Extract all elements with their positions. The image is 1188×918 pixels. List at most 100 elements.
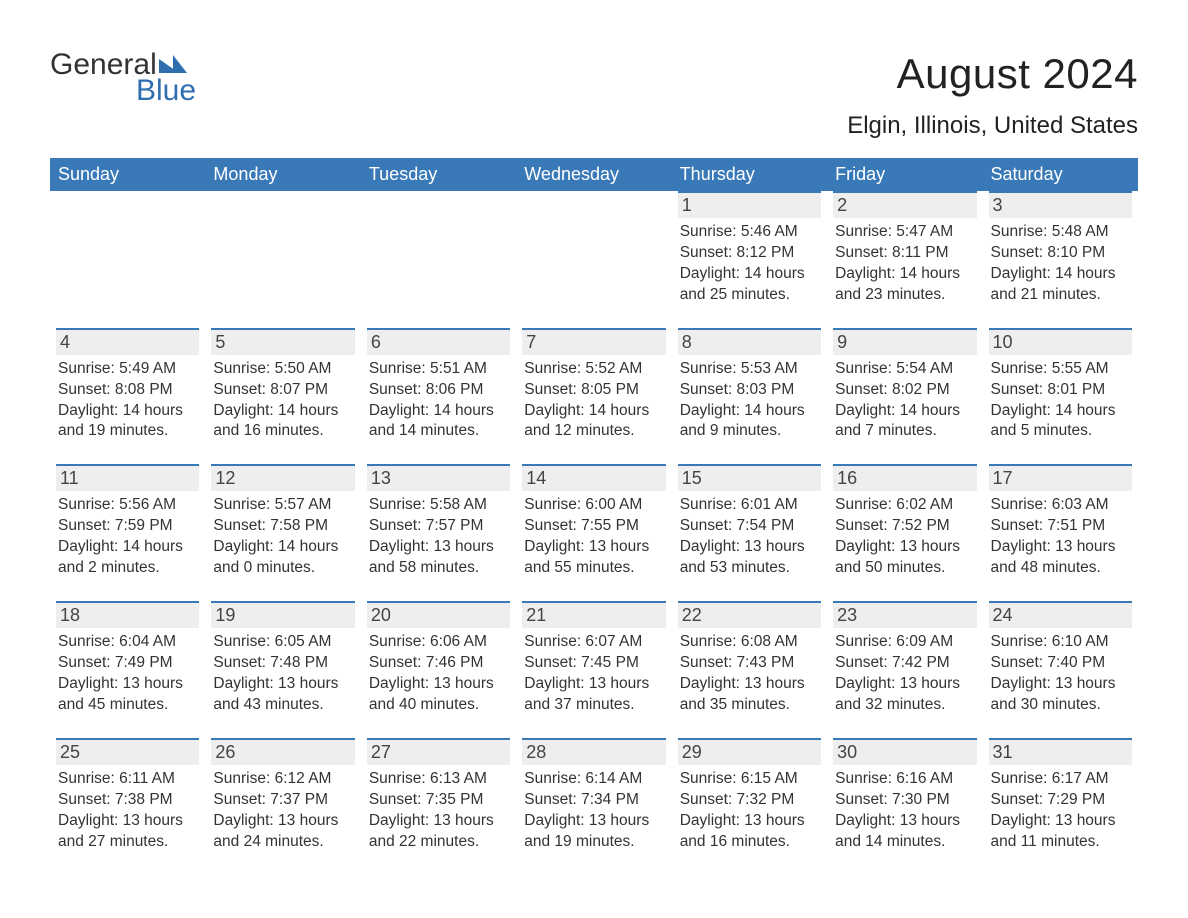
day-of-week-header: Thursday bbox=[672, 158, 827, 191]
calendar-cell: 13Sunrise: 5:58 AMSunset: 7:57 PMDayligh… bbox=[361, 464, 516, 601]
day-of-week-header: Wednesday bbox=[516, 158, 671, 191]
calendar-cell: 24Sunrise: 6:10 AMSunset: 7:40 PMDayligh… bbox=[983, 601, 1138, 738]
day-number: 8 bbox=[678, 328, 821, 355]
day-number: 21 bbox=[522, 601, 665, 628]
calendar-cell: 9Sunrise: 5:54 AMSunset: 8:02 PMDaylight… bbox=[827, 328, 982, 465]
calendar-cell: 17Sunrise: 6:03 AMSunset: 7:51 PMDayligh… bbox=[983, 464, 1138, 601]
sunrise-text: Sunrise: 5:46 AM bbox=[680, 222, 819, 243]
calendar-cell: 4Sunrise: 5:49 AMSunset: 8:08 PMDaylight… bbox=[50, 328, 205, 465]
day-number bbox=[367, 191, 510, 216]
sunrise-text: Sunrise: 6:03 AM bbox=[991, 495, 1130, 516]
day-number: 26 bbox=[211, 738, 354, 765]
calendar-cell: 16Sunrise: 6:02 AMSunset: 7:52 PMDayligh… bbox=[827, 464, 982, 601]
daylight-text: Daylight: 14 hours and 16 minutes. bbox=[213, 401, 352, 443]
day-detail: Sunrise: 5:46 AMSunset: 8:12 PMDaylight:… bbox=[678, 222, 821, 306]
day-detail: Sunrise: 6:00 AMSunset: 7:55 PMDaylight:… bbox=[522, 495, 665, 579]
calendar-cell: 7Sunrise: 5:52 AMSunset: 8:05 PMDaylight… bbox=[516, 328, 671, 465]
day-number bbox=[56, 191, 199, 216]
day-number: 16 bbox=[833, 464, 976, 491]
daylight-text: Daylight: 13 hours and 37 minutes. bbox=[524, 674, 663, 716]
day-detail: Sunrise: 6:16 AMSunset: 7:30 PMDaylight:… bbox=[833, 769, 976, 853]
sunrise-text: Sunrise: 6:06 AM bbox=[369, 632, 508, 653]
sunset-text: Sunset: 7:58 PM bbox=[213, 516, 352, 537]
sunrise-text: Sunrise: 6:16 AM bbox=[835, 769, 974, 790]
day-number: 20 bbox=[367, 601, 510, 628]
day-detail: Sunrise: 6:06 AMSunset: 7:46 PMDaylight:… bbox=[367, 632, 510, 716]
sunset-text: Sunset: 7:37 PM bbox=[213, 790, 352, 811]
daylight-text: Daylight: 14 hours and 2 minutes. bbox=[58, 537, 197, 579]
sunrise-text: Sunrise: 6:09 AM bbox=[835, 632, 974, 653]
sunrise-text: Sunrise: 5:51 AM bbox=[369, 359, 508, 380]
daylight-text: Daylight: 13 hours and 16 minutes. bbox=[680, 811, 819, 853]
day-number: 14 bbox=[522, 464, 665, 491]
calendar-cell: 20 Sunrise: 6:06 AMSunset: 7:46 PMDayligh… bbox=[361, 601, 516, 738]
day-of-week-row: SundayMondayTuesdayWednesdayThursdayFrid… bbox=[50, 158, 1138, 191]
sunset-text: Sunset: 7:43 PM bbox=[680, 653, 819, 674]
calendar-cell: 30 Sunrise: 6:16 AMSunset: 7:30 PMDayligh… bbox=[827, 738, 982, 875]
daylight-text: Daylight: 13 hours and 30 minutes. bbox=[991, 674, 1130, 716]
sunset-text: Sunset: 8:07 PM bbox=[213, 380, 352, 401]
calendar-week-row: 25Sunrise: 6:11 AMSunset: 7:38 PMDayligh… bbox=[50, 738, 1138, 875]
day-number: 30 bbox=[833, 738, 976, 765]
sunset-text: Sunset: 8:05 PM bbox=[524, 380, 663, 401]
day-detail: Sunrise: 5:53 AMSunset: 8:03 PMDaylight:… bbox=[678, 359, 821, 443]
calendar-cell: 23Sunrise: 6:09 AMSunset: 7:42 PMDayligh… bbox=[827, 601, 982, 738]
calendar-cell: 15Sunrise: 6:01 AMSunset: 7:54 PMDayligh… bbox=[672, 464, 827, 601]
sunset-text: Sunset: 7:51 PM bbox=[991, 516, 1130, 537]
day-detail: Sunrise: 5:55 AMSunset: 8:01 PMDaylight:… bbox=[989, 359, 1132, 443]
calendar-week-row: 1 Sunrise: 5:46 AMSunset: 8:12 PMDaylight… bbox=[50, 191, 1138, 328]
daylight-text: Daylight: 14 hours and 9 minutes. bbox=[680, 401, 819, 443]
sunrise-text: Sunrise: 6:07 AM bbox=[524, 632, 663, 653]
sunrise-text: Sunrise: 6:11 AM bbox=[58, 769, 197, 790]
sunrise-text: Sunrise: 5:52 AM bbox=[524, 359, 663, 380]
sunset-text: Sunset: 7:29 PM bbox=[991, 790, 1130, 811]
sunrise-text: Sunrise: 6:14 AM bbox=[524, 769, 663, 790]
day-number: 1 bbox=[678, 191, 821, 218]
calendar-week-row: 18Sunrise: 6:04 AMSunset: 7:49 PMDayligh… bbox=[50, 601, 1138, 738]
day-detail: Sunrise: 5:57 AMSunset: 7:58 PMDaylight:… bbox=[211, 495, 354, 579]
day-number: 12 bbox=[211, 464, 354, 491]
sunrise-text: Sunrise: 5:56 AM bbox=[58, 495, 197, 516]
day-detail: Sunrise: 6:04 AMSunset: 7:49 PMDaylight:… bbox=[56, 632, 199, 716]
sunset-text: Sunset: 7:40 PM bbox=[991, 653, 1130, 674]
sunset-text: Sunset: 7:46 PM bbox=[369, 653, 508, 674]
sunset-text: Sunset: 7:57 PM bbox=[369, 516, 508, 537]
daylight-text: Daylight: 13 hours and 11 minutes. bbox=[991, 811, 1130, 853]
sunrise-text: Sunrise: 5:58 AM bbox=[369, 495, 508, 516]
daylight-text: Daylight: 13 hours and 19 minutes. bbox=[524, 811, 663, 853]
calendar-cell: 18Sunrise: 6:04 AMSunset: 7:49 PMDayligh… bbox=[50, 601, 205, 738]
sunset-text: Sunset: 8:06 PM bbox=[369, 380, 508, 401]
sunset-text: Sunset: 7:49 PM bbox=[58, 653, 197, 674]
calendar-cell bbox=[361, 191, 516, 328]
day-detail: Sunrise: 5:47 AMSunset: 8:11 PMDaylight:… bbox=[833, 222, 976, 306]
sunset-text: Sunset: 7:59 PM bbox=[58, 516, 197, 537]
location-subtitle: Elgin, Illinois, United States bbox=[847, 112, 1138, 140]
sunrise-text: Sunrise: 6:01 AM bbox=[680, 495, 819, 516]
sunset-text: Sunset: 7:35 PM bbox=[369, 790, 508, 811]
daylight-text: Daylight: 13 hours and 50 minutes. bbox=[835, 537, 974, 579]
day-detail: Sunrise: 6:09 AMSunset: 7:42 PMDaylight:… bbox=[833, 632, 976, 716]
day-number: 28 bbox=[522, 738, 665, 765]
sunrise-text: Sunrise: 5:54 AM bbox=[835, 359, 974, 380]
day-number: 25 bbox=[56, 738, 199, 765]
sunset-text: Sunset: 7:54 PM bbox=[680, 516, 819, 537]
sunrise-text: Sunrise: 5:50 AM bbox=[213, 359, 352, 380]
calendar-cell: 12 Sunrise: 5:57 AMSunset: 7:58 PMDayligh… bbox=[205, 464, 360, 601]
day-detail: Sunrise: 5:52 AMSunset: 8:05 PMDaylight:… bbox=[522, 359, 665, 443]
daylight-text: Daylight: 14 hours and 7 minutes. bbox=[835, 401, 974, 443]
calendar-cell: 2Sunrise: 5:47 AMSunset: 8:11 PMDaylight… bbox=[827, 191, 982, 328]
sunset-text: Sunset: 7:34 PM bbox=[524, 790, 663, 811]
sunset-text: Sunset: 7:45 PM bbox=[524, 653, 663, 674]
day-detail: Sunrise: 6:15 AMSunset: 7:32 PMDaylight:… bbox=[678, 769, 821, 853]
day-number: 27 bbox=[367, 738, 510, 765]
daylight-text: Daylight: 14 hours and 12 minutes. bbox=[524, 401, 663, 443]
sunrise-text: Sunrise: 6:04 AM bbox=[58, 632, 197, 653]
day-detail: Sunrise: 5:56 AMSunset: 7:59 PMDaylight:… bbox=[56, 495, 199, 579]
daylight-text: Daylight: 14 hours and 23 minutes. bbox=[835, 264, 974, 306]
sunset-text: Sunset: 8:11 PM bbox=[835, 243, 974, 264]
calendar-cell: 28 Sunrise: 6:14 AMSunset: 7:34 PMDayligh… bbox=[516, 738, 671, 875]
day-number: 29 bbox=[678, 738, 821, 765]
daylight-text: Daylight: 13 hours and 58 minutes. bbox=[369, 537, 508, 579]
sunrise-text: Sunrise: 5:49 AM bbox=[58, 359, 197, 380]
calendar-cell: 14 Sunrise: 6:00 AMSunset: 7:55 PMDayligh… bbox=[516, 464, 671, 601]
